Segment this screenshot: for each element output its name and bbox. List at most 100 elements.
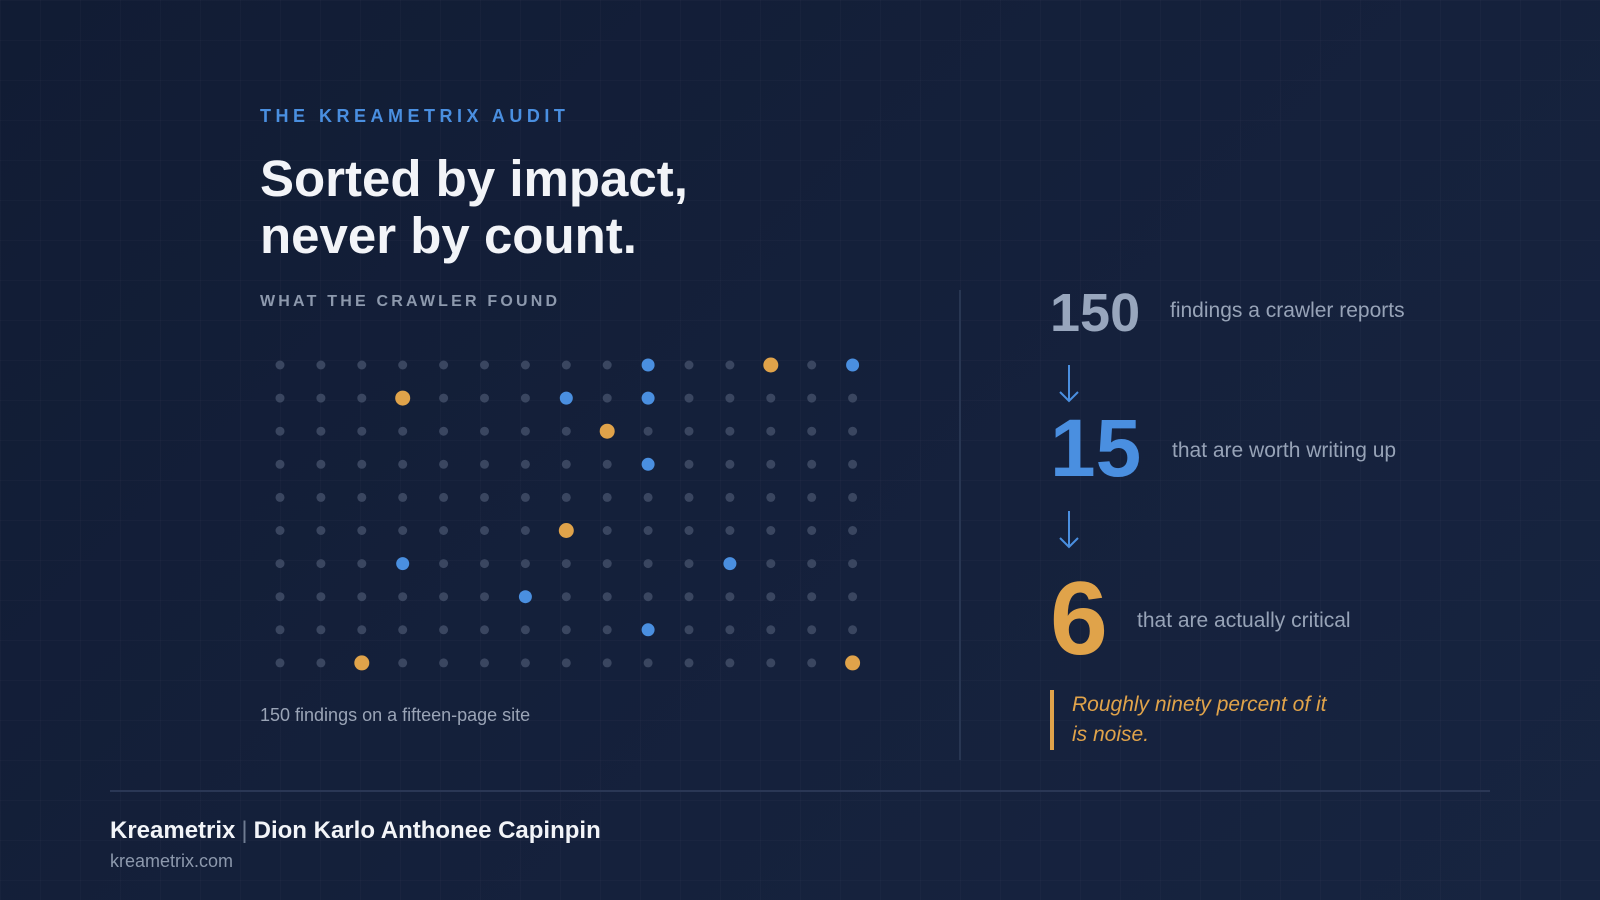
finding-dot — [602, 459, 612, 469]
finding-dot — [480, 658, 489, 668]
finding-dot — [807, 592, 817, 602]
finding-dot-critical — [845, 655, 861, 671]
finding-dot — [275, 658, 285, 668]
finding-dot — [602, 393, 612, 403]
finding-dot — [602, 625, 612, 635]
finding-dot — [807, 492, 817, 502]
finding-dot — [561, 559, 571, 569]
finding-dot — [766, 393, 776, 403]
finding-dot — [684, 592, 694, 602]
finding-dot — [439, 625, 449, 635]
finding-dot — [643, 426, 653, 436]
finding-dot — [848, 393, 858, 403]
finding-dot — [561, 459, 571, 469]
finding-dot — [684, 559, 694, 569]
finding-dot — [275, 459, 285, 469]
finding-dot-worth — [641, 457, 655, 471]
dot-grid-caption: 150 findings on a fifteen-page site — [260, 705, 531, 725]
pull-quote: Roughly ninety percent of it is noise. — [1050, 690, 1326, 750]
finding-dot — [520, 426, 530, 436]
finding-dot — [561, 426, 571, 436]
finding-dot — [275, 592, 285, 602]
finding-dot — [316, 426, 326, 436]
finding-dot — [398, 492, 408, 502]
finding-dot — [643, 492, 653, 502]
finding-dot — [848, 426, 858, 436]
finding-dot — [357, 426, 367, 436]
finding-dot — [766, 658, 776, 668]
finding-dot-worth — [723, 557, 737, 571]
finding-dot — [561, 658, 571, 668]
finding-dot — [439, 592, 449, 602]
finding-dot-critical — [599, 423, 615, 439]
finding-dot — [766, 426, 776, 436]
finding-dot-worth — [641, 623, 655, 637]
finding-dot — [725, 492, 735, 502]
finding-dot — [316, 459, 326, 469]
finding-dot-critical — [558, 523, 574, 538]
finding-dot — [275, 426, 285, 436]
finding-dot — [725, 459, 735, 469]
finding-dot — [439, 360, 449, 370]
finding-dot — [398, 426, 408, 436]
finding-dot — [439, 459, 449, 469]
brand-name: Kreametrix — [110, 817, 236, 844]
finding-dot — [520, 360, 530, 370]
finding-dot — [602, 592, 612, 602]
finding-dot — [602, 492, 612, 502]
finding-dot — [480, 559, 489, 569]
finding-dot — [848, 592, 858, 602]
finding-dot — [725, 393, 735, 403]
finding-dot — [520, 625, 530, 635]
finding-dot-critical — [395, 390, 411, 406]
stat-value-total: 150 — [1050, 283, 1141, 343]
finding-dot — [439, 492, 449, 502]
finding-dot — [439, 393, 449, 403]
finding-dot — [398, 625, 408, 635]
finding-dot — [766, 492, 776, 502]
finding-dot — [480, 393, 489, 403]
finding-dot — [766, 459, 776, 469]
finding-dot — [807, 426, 817, 436]
finding-dot — [684, 526, 694, 535]
finding-dot — [439, 526, 449, 535]
finding-dot — [520, 459, 530, 469]
finding-dot — [357, 393, 367, 403]
finding-dot-critical — [354, 655, 370, 671]
finding-dot — [357, 459, 367, 469]
finding-dot — [602, 360, 612, 370]
finding-dot — [766, 625, 776, 635]
finding-dot — [848, 459, 858, 469]
headline-line-2: never by count. — [260, 207, 637, 264]
footer-divider — [110, 790, 1490, 792]
finding-dot — [520, 526, 530, 535]
finding-dot — [684, 658, 694, 668]
arrow-down-icon — [1059, 365, 1079, 403]
section-label: WHAT THE CRAWLER FOUND — [260, 293, 561, 310]
finding-dot — [643, 658, 653, 668]
finding-dot — [520, 492, 530, 502]
finding-dot — [684, 360, 694, 370]
finding-dot — [357, 592, 367, 602]
finding-dot — [807, 559, 817, 569]
finding-dot — [439, 559, 449, 569]
finding-dot — [316, 526, 326, 535]
finding-dot-critical — [763, 357, 779, 373]
stat-value-worth: 15 — [1050, 403, 1142, 494]
finding-dot — [520, 393, 530, 403]
finding-dot — [725, 592, 735, 602]
finding-dot — [684, 625, 694, 635]
finding-dot — [480, 426, 489, 436]
finding-dot — [316, 393, 326, 403]
stat-label-critical: that are actually critical — [1137, 609, 1351, 632]
finding-dot — [439, 658, 449, 668]
finding-dot — [398, 459, 408, 469]
finding-dot-worth — [396, 557, 410, 571]
finding-dot — [725, 658, 735, 668]
finding-dot — [316, 559, 326, 569]
finding-dot — [275, 559, 285, 569]
finding-dot — [643, 592, 653, 602]
finding-dot — [807, 658, 817, 668]
quote-line-2: is noise. — [1072, 723, 1150, 746]
finding-dot — [848, 526, 858, 535]
